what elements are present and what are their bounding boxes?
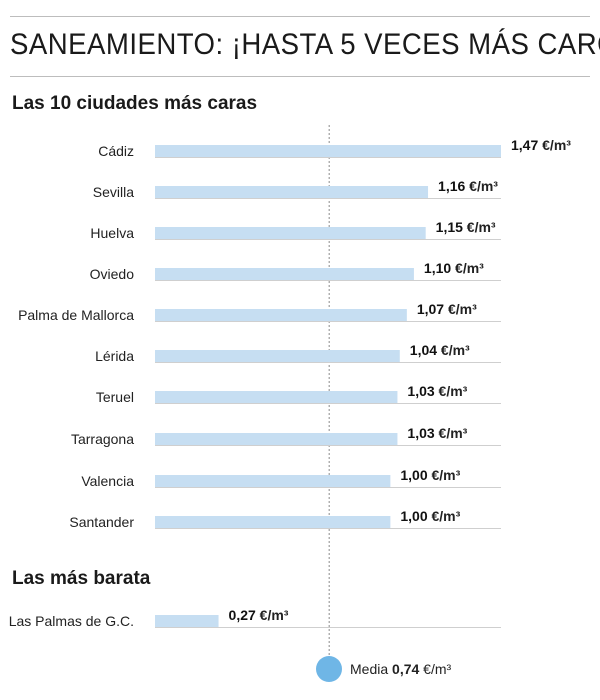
value-unit: €/m³ [435,425,468,441]
value-unit: €/m³ [451,260,484,276]
value-label: 0,27 €/m³ [229,607,289,623]
average-dot-icon [316,656,342,682]
category-label: Lérida [95,348,134,364]
bar [155,516,391,528]
value-number: 1,10 [424,260,451,276]
average-legend: Media 0,74 €/m³ [316,656,451,682]
bar [155,475,391,487]
section-most-expensive: Las 10 ciudades más caras [12,93,258,114]
bar [155,227,426,239]
top-rule [10,16,590,17]
category-label: Palma de Mallorca [18,307,134,323]
value-label: 1,16 €/m³ [438,178,498,194]
average-legend-label: Media 0,74 €/m³ [350,661,451,677]
value-unit: €/m³ [435,383,468,399]
bar [155,350,400,362]
value-number: 1,47 [511,137,538,153]
value-unit: €/m³ [463,219,496,235]
category-label: Valencia [81,473,134,489]
bar [155,309,407,321]
value-label: 1,00 €/m³ [400,467,460,483]
value-unit: €/m³ [428,508,461,524]
value-label: 1,10 €/m³ [424,260,484,276]
value-number: 0,27 [229,607,256,623]
category-label: Oviedo [90,266,135,282]
average-unit: €/m³ [423,661,452,677]
value-number: 1,04 [410,342,437,358]
value-unit: €/m³ [437,342,470,358]
category-label: Santander [69,514,134,530]
value-unit: €/m³ [465,178,498,194]
category-label: Las Palmas de G.C. [9,613,134,629]
value-number: 1,15 [436,219,463,235]
value-unit: €/m³ [256,607,289,623]
value-unit: €/m³ [538,137,571,153]
value-number: 1,03 [407,383,434,399]
value-number: 1,00 [400,467,427,483]
value-label: 1,47 €/m³ [511,137,571,153]
value-number: 1,07 [417,301,444,317]
chart-title: SANEAMIENTO: ¡HASTA 5 VECES MÁS CARO! [10,28,600,61]
category-label: Huelva [90,225,134,241]
value-label: 1,00 €/m³ [400,508,460,524]
bar [155,186,429,198]
section-cheapest: Las más barata [12,568,151,589]
value-label: 1,03 €/m³ [407,425,467,441]
value-unit: €/m³ [428,467,461,483]
bar [155,391,398,403]
average-value: 0,74 [392,661,420,677]
bar [155,615,219,627]
bar [155,145,501,157]
value-label: 1,04 €/m³ [410,342,470,358]
category-label: Tarragona [71,431,134,447]
value-number: 1,00 [400,508,427,524]
value-label: 1,15 €/m³ [436,219,496,235]
value-label: 1,07 €/m³ [417,301,477,317]
title-rule [10,76,590,77]
category-label: Sevilla [93,184,134,200]
value-label: 1,03 €/m³ [407,383,467,399]
category-label: Cádiz [98,143,134,159]
bar [155,433,398,445]
value-number: 1,16 [438,178,465,194]
category-label: Teruel [96,389,134,405]
value-unit: €/m³ [444,301,477,317]
average-label: Media [350,661,389,677]
value-number: 1,03 [407,425,434,441]
bar [155,268,414,280]
